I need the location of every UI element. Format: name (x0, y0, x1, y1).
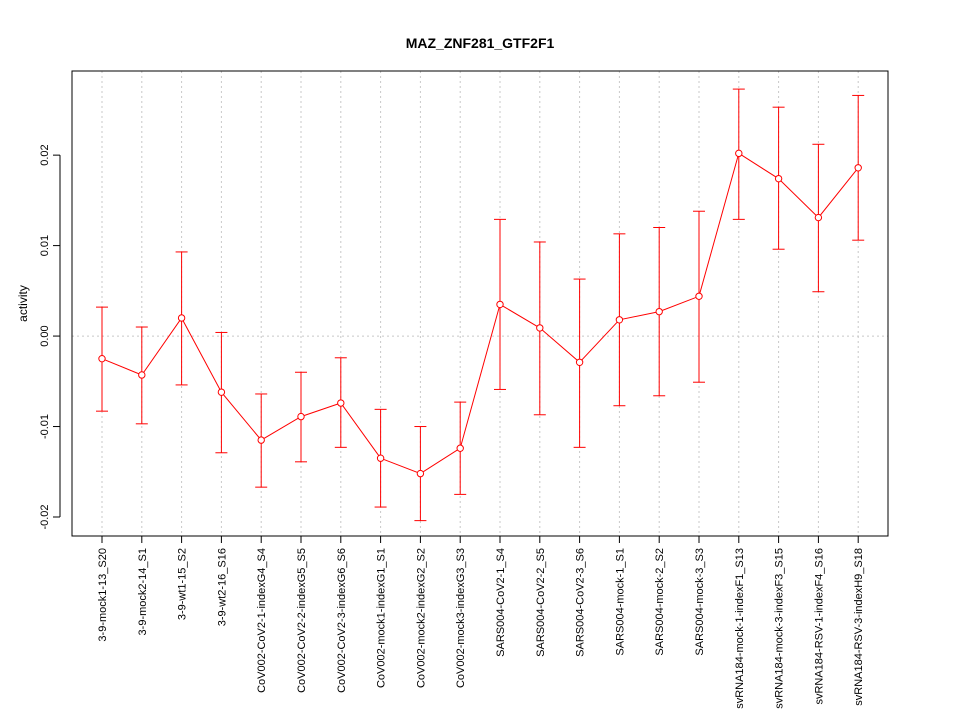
y-axis-label: activity (16, 285, 30, 322)
x-tick-label: 3-9-mock1-13_S20 (97, 548, 109, 642)
x-tick-label: CoV002-CoV2-3-indexG6_S6 (336, 548, 348, 693)
data-point (376, 454, 385, 462)
x-tick-label: SARS004-mock-3_S3 (694, 548, 706, 656)
x-tick-label: SARS004-mock-2_S2 (654, 548, 666, 656)
axes: -0.02 -0.01 0.00 0.01 0.02 3-9-mock1-13_S20 3-… (39, 144, 865, 708)
x-tick-label: CoV002-mock3-indexG3_S3 (455, 548, 467, 688)
chart-title: MAZ_ZNF281_GTF2F1 (406, 35, 555, 51)
y-tick-label: -0.01 (39, 414, 51, 439)
y-tick-label: 0.01 (39, 235, 51, 256)
data-point (575, 358, 584, 367)
series-line (101, 152, 859, 475)
data-point (774, 174, 783, 183)
x-tick-label: svRNA184-RSV-1-indexF4_S16 (813, 548, 825, 705)
x-tick-label: 3-9-wt1-15_S2 (177, 548, 189, 620)
x-tick-label: CoV002-mock2-indexG2_S2 (415, 548, 427, 688)
data-point (337, 399, 345, 407)
x-tick-label: CoV002-CoV2-1-indexG4_S4 (256, 548, 268, 693)
data-point (456, 444, 464, 452)
x-tick-label: svRNA184-RSV-3-indexH9_S18 (853, 548, 865, 706)
x-tick-label: SARS004-CoV2-1_S4 (495, 548, 507, 657)
plot-frame (71, 70, 889, 537)
x-tick-label: SARS004-CoV2-2_S5 (535, 548, 547, 657)
x-tick-label: SARS004-CoV2-3_S6 (575, 548, 587, 657)
data-point (98, 354, 106, 363)
y-tick-label: -0.02 (39, 504, 51, 529)
x-tick-label: svRNA184-mock-1-indexF1_S13 (734, 548, 746, 709)
data-point (536, 324, 544, 332)
data-point (177, 314, 186, 322)
x-tick-label: 3-9-mock2-14_S1 (137, 548, 149, 635)
x-tick-label: svRNA184-mock-3-indexF3_S15 (774, 548, 786, 709)
data-point (217, 388, 226, 396)
data-marks (96, 88, 865, 522)
data-point (496, 300, 504, 309)
x-tick-label: CoV002-CoV2-2-indexG5_S5 (296, 548, 308, 693)
y-tick-label: 0.00 (39, 325, 51, 346)
data-point (615, 316, 624, 324)
x-tick-label: 3-9-wt2-16_S16 (216, 548, 228, 626)
data-point (297, 412, 305, 421)
data-point (735, 149, 743, 158)
x-tick-label: CoV002-mock1-indexG1_S1 (376, 548, 388, 688)
data-point (416, 469, 425, 478)
data-point (257, 436, 265, 444)
data-point (695, 292, 703, 300)
data-point (138, 371, 146, 379)
data-point (655, 307, 663, 316)
data-point (814, 213, 823, 222)
grid (72, 71, 888, 536)
y-tick-label: 0.02 (39, 144, 51, 165)
x-tick-label: SARS004-mock-1_S1 (614, 548, 626, 656)
data-point (854, 164, 862, 172)
